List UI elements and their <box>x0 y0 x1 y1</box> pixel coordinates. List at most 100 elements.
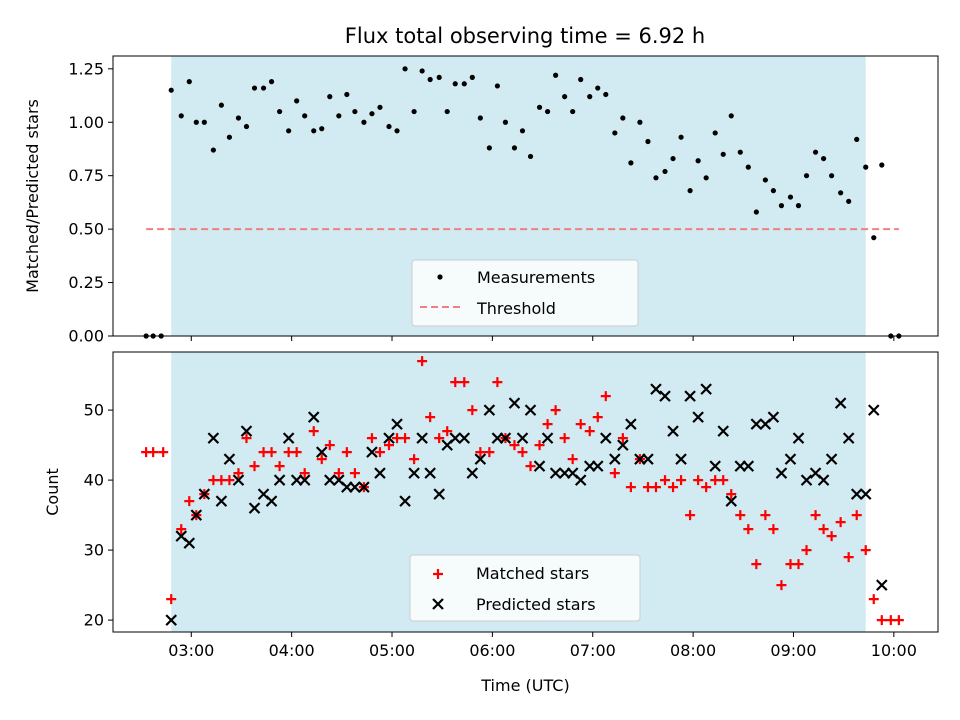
legend-x-marker <box>432 598 444 610</box>
measurement-point <box>302 113 308 119</box>
y-tick-label: 0.50 <box>68 220 104 239</box>
matched-stars-point <box>584 426 595 437</box>
x-axis-label: Time (UTC) <box>480 676 569 695</box>
measurement-point <box>544 108 551 115</box>
matched-stars-point <box>735 510 746 521</box>
measurement-point <box>612 130 618 136</box>
predicted-stars-point <box>383 432 395 444</box>
predicted-stars-point <box>659 390 671 402</box>
y-tick-label: 1.00 <box>68 113 104 132</box>
measurement-point <box>286 128 292 134</box>
predicted-stars-point <box>399 495 411 507</box>
x-tick-label: 05:00 <box>369 641 415 660</box>
y-tick-label: 0.00 <box>68 327 104 346</box>
predicted-stars-point <box>449 432 462 444</box>
predicted-stars-point <box>867 404 880 416</box>
predicted-stars-point <box>625 418 637 430</box>
matched-stars-point <box>266 447 277 458</box>
matched-stars-point <box>176 524 187 535</box>
matched-stars-point <box>509 440 520 451</box>
measurement-point <box>210 147 216 153</box>
measurement-point <box>595 85 601 91</box>
predicted-stars-point <box>248 502 261 514</box>
matched-stars-point <box>600 391 611 402</box>
predicted-stars-point <box>223 453 236 465</box>
measurement-point <box>268 79 275 85</box>
top-panel: 0.00 0.25 0.50 0.75 1.00 1.25 Matched/Predict… <box>23 55 939 346</box>
measurement-point <box>336 113 342 119</box>
bottom-panel-x-ticks: 03:00 04:00 05:00 06:00 07:00 08:00 09:00 10:00 <box>168 632 917 660</box>
measurement-point <box>226 134 233 140</box>
predicted-stars-point <box>825 453 838 465</box>
matched-stars-point <box>559 433 570 444</box>
measurement-point <box>745 164 751 170</box>
predicted-stars-point <box>474 453 487 465</box>
legend-plus-glyph <box>433 569 443 579</box>
matched-stars-point <box>625 482 636 493</box>
matched-stars-point <box>567 454 578 465</box>
matched-stars-point <box>148 447 159 458</box>
measurement-point <box>712 130 718 136</box>
measurement-point <box>812 149 819 155</box>
matched-stars-point <box>308 426 319 437</box>
predicted-stars-point <box>549 467 562 479</box>
matched-stars-point <box>233 468 244 479</box>
predicted-stars-point <box>190 509 203 521</box>
measurement-point <box>260 85 267 91</box>
predicted-stars-points <box>165 383 888 626</box>
matched-stars-point <box>459 377 470 388</box>
measurement-point <box>277 108 283 115</box>
measurement-point <box>436 74 442 80</box>
measurement-point <box>803 173 810 179</box>
matched-stars-point <box>184 496 195 507</box>
x-tick-label: 04:00 <box>269 641 315 660</box>
measurement-point <box>394 128 400 134</box>
predicted-stars-point <box>165 614 177 626</box>
measurement-point <box>419 68 425 74</box>
y-tick-label: 30 <box>84 541 104 560</box>
measurement-point <box>319 126 325 132</box>
measurement-point <box>369 111 375 117</box>
matched-stars-point <box>224 475 235 486</box>
matched-stars-point <box>835 517 846 528</box>
measurement-point <box>511 145 518 151</box>
measurement-point <box>402 66 408 72</box>
matched-stars-point <box>400 433 411 444</box>
measurement-point <box>603 91 609 98</box>
measurement-point <box>352 108 358 115</box>
matched-stars-point <box>299 468 310 479</box>
predicted-stars-point <box>784 453 797 465</box>
predicted-stars-point <box>416 432 428 444</box>
bottom-panel-frame <box>112 351 939 633</box>
predicted-stars-point <box>767 411 780 423</box>
predicted-stars-point <box>700 383 712 395</box>
matched-stars-point <box>517 447 528 458</box>
measurement-point <box>838 190 844 196</box>
matched-stars-point <box>409 454 420 465</box>
matched-stars-point <box>801 545 812 556</box>
predicted-stars-point <box>692 411 704 423</box>
matched-stars-point <box>876 615 887 626</box>
measurement-point <box>427 76 433 83</box>
measurement-point <box>628 160 634 166</box>
y-tick-label: 1.25 <box>68 59 104 78</box>
measurement-point <box>377 104 383 110</box>
legend-label-measurements: Measurements <box>477 268 595 287</box>
predicted-stars-point <box>466 467 479 479</box>
chart-title: Flux total observing time = 6.92 h <box>345 24 705 48</box>
predicted-stars-point <box>876 579 888 591</box>
measurement-point <box>863 164 869 170</box>
legend-label-predicted-stars: Predicted stars <box>476 595 596 614</box>
predicted-stars-point <box>458 432 471 444</box>
predicted-stars-point <box>232 474 245 486</box>
measurement-point <box>587 94 593 100</box>
measurement-point <box>778 203 785 209</box>
matched-stars-point <box>324 440 335 451</box>
measurement-point <box>235 115 242 121</box>
predicted-stars-point <box>617 439 629 451</box>
y-tick-label: 20 <box>84 611 104 630</box>
predicted-stars-point <box>684 390 696 402</box>
measurement-point <box>720 151 726 157</box>
matched-stars-point <box>425 412 436 423</box>
